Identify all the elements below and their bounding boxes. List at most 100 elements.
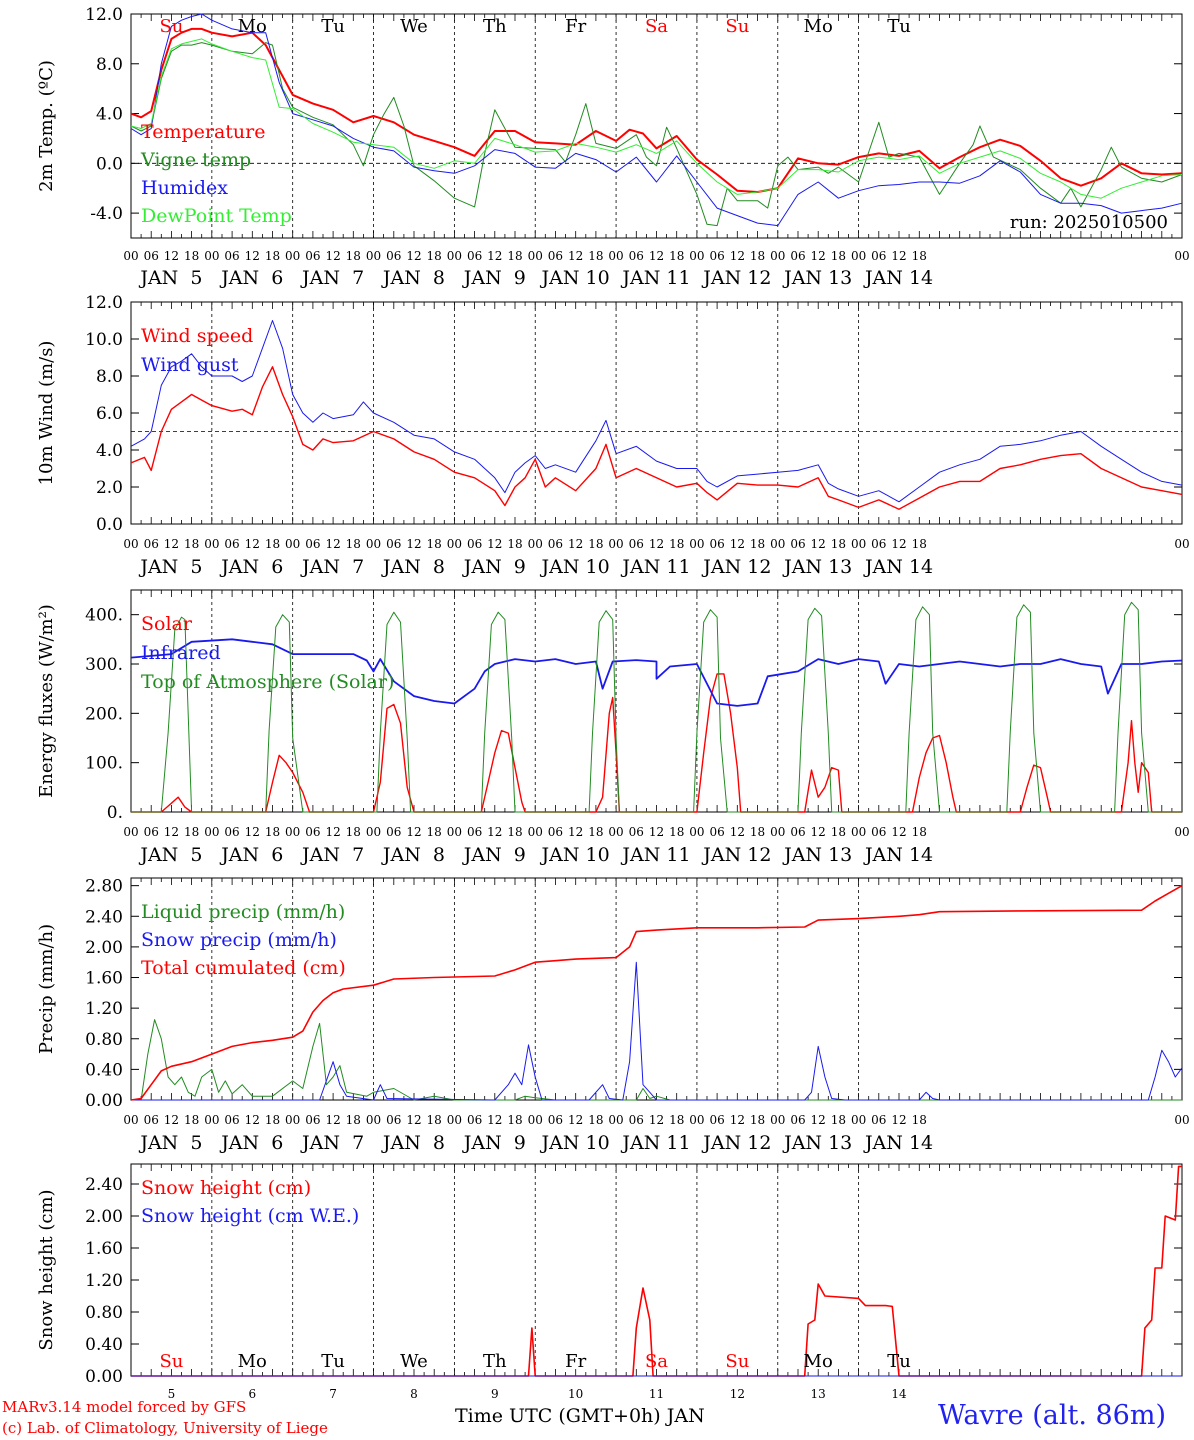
x-minor-ticks — [130, 590, 1183, 812]
day-number-label: 11 — [649, 1387, 664, 1401]
hour-tick-label: 00 — [770, 249, 785, 263]
hour-tick-label: 12 — [568, 249, 583, 263]
hour-tick-label: 00 — [366, 825, 381, 839]
y-tick-label: 1.20 — [85, 1271, 123, 1291]
hour-tick-label: 00 — [447, 825, 462, 839]
y-tick-label: 2.40 — [85, 1175, 123, 1195]
day-number-label: 6 — [248, 1387, 256, 1401]
y-axis-label: Precip (mm/h) — [36, 924, 57, 1054]
x-minor-ticks — [130, 302, 1183, 524]
hour-tick-label: 18 — [750, 537, 765, 551]
hour-tick-label: 18 — [669, 1113, 684, 1127]
hour-tick-label: 12 — [487, 825, 502, 839]
hour-tick-label: 18 — [831, 825, 846, 839]
series-line-liquid-precip-mm-h- — [131, 1019, 1182, 1101]
date-label: JAN 13 — [782, 844, 852, 866]
series-line-solar — [131, 673, 1182, 813]
hour-tick-label: 06 — [467, 825, 482, 839]
hour-tick-label: 06 — [548, 825, 563, 839]
hour-tick-label: 18 — [750, 1113, 765, 1127]
date-label: JAN 7 — [300, 844, 364, 866]
hour-tick-label: 06 — [629, 249, 644, 263]
y-tick-label: -4.0 — [90, 204, 123, 224]
hour-tick-label: 00 — [447, 249, 462, 263]
hour-tick-label: 00 — [528, 1113, 543, 1127]
hour-tick-label: 00 — [770, 1113, 785, 1127]
y-tick-label: 2.80 — [85, 877, 123, 897]
date-label: JAN 6 — [219, 556, 283, 578]
legend-entry: Total cumulated (cm) — [141, 957, 346, 979]
hour-tick-label: 00 — [285, 249, 300, 263]
day-abbr-label: Su — [725, 16, 749, 37]
date-label: JAN 5 — [138, 267, 202, 289]
hour-tick-label: 18 — [265, 1113, 280, 1127]
y-tick-label: 400. — [85, 606, 123, 626]
date-label: JAN 8 — [381, 1132, 445, 1154]
x-minor-ticks — [130, 14, 1183, 238]
date-label: JAN 11 — [620, 267, 690, 289]
date-label: JAN 8 — [381, 267, 445, 289]
y-tick-label: 2.00 — [85, 938, 123, 958]
hour-tick-label: 00 — [447, 537, 462, 551]
hour-tick-label: 18 — [912, 537, 927, 551]
y-tick-label: 2.0 — [96, 478, 123, 498]
legend-entry: Wind gust — [141, 354, 239, 376]
hour-tick-label: 12 — [406, 537, 421, 551]
hour-tick-label: 00 — [123, 249, 138, 263]
run-label: run: 2025010500 — [1010, 212, 1168, 233]
model-credit: MARv3.14 model forced by GFS — [2, 1398, 247, 1416]
date-label: JAN 5 — [138, 844, 202, 866]
day-abbr-label: Mo — [804, 1351, 833, 1372]
day-abbr-label: Fr — [565, 16, 586, 37]
date-label: JAN 12 — [701, 556, 771, 578]
day-abbr-label: Su — [159, 1351, 183, 1372]
hour-tick-label: 00 — [689, 1113, 704, 1127]
hour-tick-label: 00 — [608, 1113, 623, 1127]
hour-tick-label: 12 — [487, 1113, 502, 1127]
day-abbr-label: Sa — [645, 16, 668, 37]
day-number-label: 7 — [329, 1387, 337, 1401]
hour-tick-label: 00 — [851, 249, 866, 263]
hour-tick-label: 18 — [427, 825, 442, 839]
hour-tick-label: 00 — [770, 825, 785, 839]
day-abbr-label: Mo — [804, 16, 833, 37]
hour-tick-label: 18 — [184, 1113, 199, 1127]
y-tick-label: 200. — [85, 704, 123, 724]
hour-tick-label: 00 — [689, 249, 704, 263]
y-tick-label: 8.0 — [96, 367, 123, 387]
legend-entry: Snow height (cm) — [141, 1177, 311, 1199]
day-abbr-label: Mo — [238, 16, 267, 37]
day-number-label: 13 — [811, 1387, 826, 1401]
y-tick-label: 4.0 — [96, 105, 123, 125]
panel-wind: 0.0 2.0 4.0 6.0 8.0 10.0 12.0 10m Wind (m/s) Win… — [36, 293, 1190, 578]
hour-tick-label: 12 — [245, 537, 260, 551]
hour-tick-label: 06 — [224, 1113, 239, 1127]
day-number-label: 9 — [491, 1387, 499, 1401]
date-label: JAN 14 — [863, 844, 933, 866]
hour-tick-label: 18 — [265, 537, 280, 551]
hour-tick-label: 00 — [689, 825, 704, 839]
hour-tick-label: 00 — [1174, 249, 1189, 263]
hour-tick-label: 12 — [568, 537, 583, 551]
date-label: JAN 13 — [782, 556, 852, 578]
hour-tick-label: 06 — [548, 1113, 563, 1127]
date-label: JAN 6 — [219, 844, 283, 866]
day-abbr-label: Tu — [321, 16, 345, 37]
hour-tick-label: 00 — [851, 825, 866, 839]
panel-energy: 0. 100. 200. 300. 400. Energy fluxes (W/m²) So… — [36, 589, 1190, 866]
hour-tick-label: 18 — [427, 537, 442, 551]
hour-tick-label: 12 — [406, 249, 421, 263]
y-tick-label: 12.0 — [85, 293, 123, 313]
hour-tick-label: 06 — [224, 537, 239, 551]
hour-tick-label: 06 — [790, 825, 805, 839]
hour-tick-label: 18 — [184, 249, 199, 263]
hour-tick-label: 06 — [629, 537, 644, 551]
y-tick-label: 0.80 — [85, 1030, 123, 1050]
date-label: JAN 7 — [300, 267, 364, 289]
legend-entry: Snow height (cm W.E.) — [141, 1205, 359, 1227]
day-abbr-label: We — [400, 1351, 428, 1372]
hour-tick-label: 06 — [790, 249, 805, 263]
day-number-label: 12 — [730, 1387, 745, 1401]
hour-tick-label: 06 — [144, 1113, 159, 1127]
hour-tick-label: 12 — [649, 537, 664, 551]
